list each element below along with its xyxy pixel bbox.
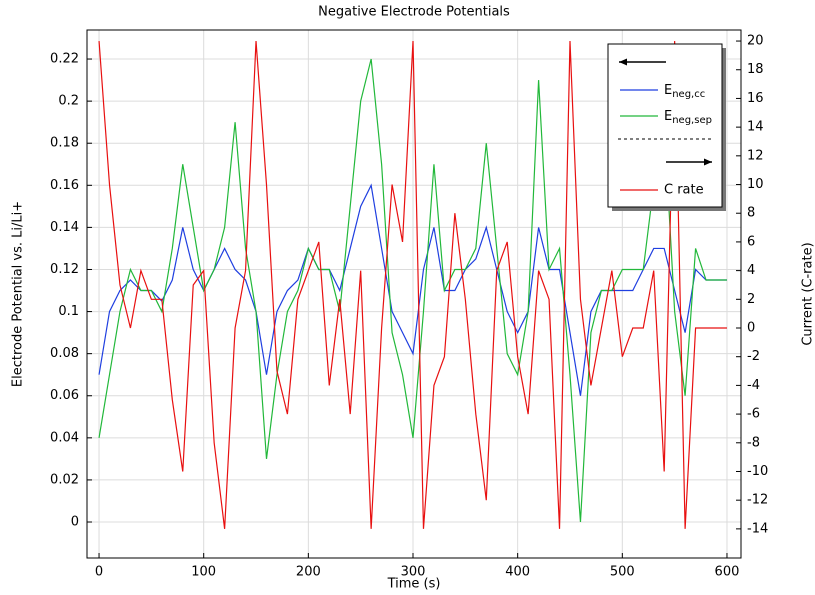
y-tick-label: 0.2: [58, 94, 79, 109]
y-tick-label: 0.06: [50, 388, 79, 403]
y2-tick-label: -12: [747, 493, 768, 508]
x-tick-label: 300: [401, 565, 426, 580]
y2-tick-label: 4: [747, 263, 755, 278]
y2-tick-label: 18: [747, 62, 764, 77]
y2-tick-label: -8: [747, 435, 760, 450]
y2-tick-label: 10: [747, 177, 764, 192]
y-tick-label: 0.04: [50, 430, 79, 445]
y2-tick-label: -4: [747, 378, 760, 393]
chart-title: Negative Electrode Potentials: [318, 5, 510, 20]
x-tick-label: 100: [191, 565, 216, 580]
legend-label: C rate: [664, 183, 704, 198]
y-tick-label: 0.18: [50, 136, 79, 151]
y2-tick-label: 8: [747, 206, 755, 221]
y2-tick-label: -14: [747, 521, 768, 536]
y2-tick-label: -6: [747, 407, 760, 422]
y2-axis-label: Current (C-rate): [801, 242, 815, 345]
series-line: [98, 41, 727, 529]
x-tick-label: 600: [715, 565, 740, 580]
y2-tick-label: 2: [747, 292, 755, 307]
y2-tick-label: -10: [747, 464, 768, 479]
legend-box: [607, 43, 723, 208]
y2-tick-label: 20: [747, 34, 764, 49]
x-tick-label: 400: [505, 565, 530, 580]
y-tick-label: 0.12: [50, 262, 79, 277]
y-tick-label: 0.14: [50, 220, 79, 235]
y-tick-label: 0.02: [50, 472, 79, 487]
y-tick-label: 0.1: [58, 304, 79, 319]
x-tick-label: 0: [95, 565, 103, 580]
series-line: [98, 58, 727, 523]
y-tick-label: 0: [71, 515, 79, 530]
legend-arrow-head: [619, 58, 627, 66]
y2-tick-label: 12: [747, 148, 764, 163]
x-tick-label: 500: [610, 565, 635, 580]
legend-label: Eneg,cc: [664, 83, 705, 101]
y2-tick-label: -2: [747, 349, 760, 364]
y2-tick-label: 14: [747, 120, 764, 135]
y-tick-label: 0.16: [50, 178, 79, 193]
legend-label: Eneg,sep: [664, 109, 712, 127]
plot-frame: [86, 29, 742, 559]
y2-tick-label: 0: [747, 321, 755, 336]
x-tick-label: 200: [296, 565, 321, 580]
y-axis-label: Electrode Potential vs. Li/Li+: [11, 201, 26, 387]
y-tick-label: 0.08: [50, 346, 79, 361]
legend-arrow-head: [704, 158, 712, 166]
y2-tick-label: 6: [747, 234, 755, 249]
y2-tick-label: 16: [747, 91, 764, 106]
x-axis-label: Time (s): [387, 577, 441, 592]
y-tick-label: 0.22: [50, 52, 79, 67]
